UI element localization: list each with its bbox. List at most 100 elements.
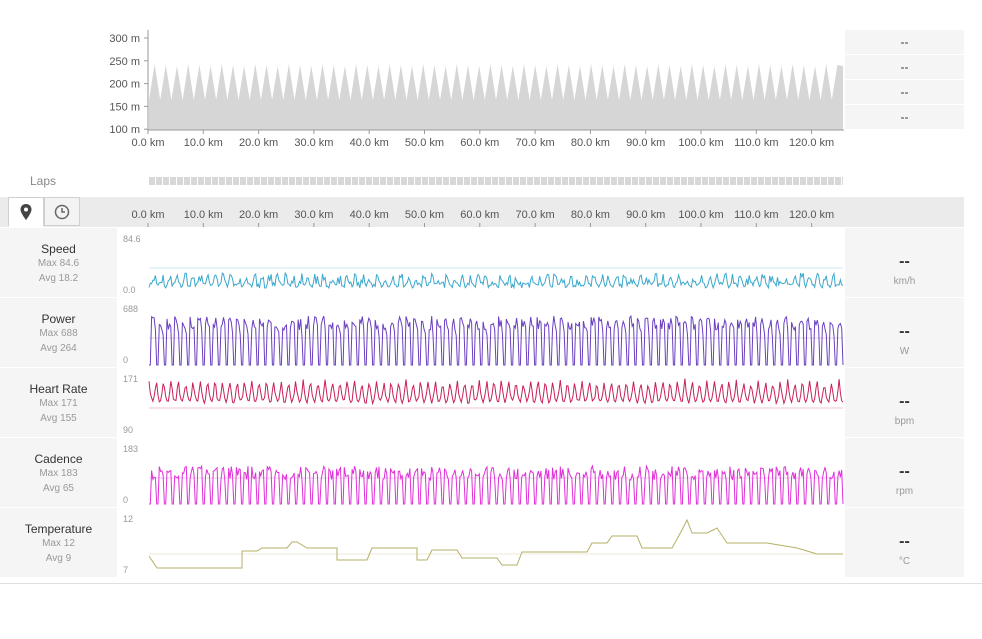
heart-rate-label-panel: Heart Rate Max 171 Avg 155 bbox=[0, 368, 117, 437]
heart-rate-chart[interactable]: 171 90 bbox=[117, 368, 845, 437]
temperature-label-panel: Temperature Max 12 Avg 9 bbox=[0, 508, 117, 577]
cadence-series-line bbox=[149, 464, 844, 505]
speed-value-panel: -- km/h bbox=[845, 228, 964, 297]
chart-toolbar: 0.0 km 10.0 km 20.0 km 30.0 km 40.0 km 50.0 k… bbox=[0, 197, 964, 228]
heart-rate-value-panel: -- bpm bbox=[845, 368, 964, 437]
heart-rate-ymax-label: 171 bbox=[123, 374, 138, 384]
cadence-title: Cadence bbox=[34, 452, 83, 466]
power-current-value: -- bbox=[899, 323, 910, 340]
time-mode-button[interactable] bbox=[44, 197, 80, 226]
distance-axis: 0.0 km 10.0 km 20.0 km 30.0 km 40.0 km 50.0 k… bbox=[131, 209, 834, 227]
power-ymax-label: 688 bbox=[123, 304, 138, 314]
distance-tick-label: 0.0 km bbox=[131, 209, 164, 221]
heart-rate-series-line bbox=[148, 378, 844, 406]
distance-tick-label: 50.0 km bbox=[405, 137, 444, 149]
distance-tick-label: 60.0 km bbox=[460, 137, 499, 149]
heart-rate-max: Max 171 bbox=[39, 398, 78, 409]
power-ymin-label: 0 bbox=[123, 355, 128, 365]
temperature-series-line bbox=[148, 518, 843, 569]
elevation-stat-box-1: -- bbox=[845, 30, 964, 55]
cadence-current-value: -- bbox=[899, 463, 910, 480]
distance-tick-label: 70.0 km bbox=[516, 137, 555, 149]
speed-chart[interactable]: 84.6 0.0 bbox=[117, 228, 845, 297]
distance-tick-label: 110.0 km bbox=[734, 137, 778, 149]
power-max: Max 688 bbox=[39, 328, 78, 339]
distance-tick-label: 70.0 km bbox=[516, 209, 555, 221]
cadence-value-panel: -- rpm bbox=[845, 438, 964, 507]
heart-rate-avg: Avg 155 bbox=[40, 413, 77, 424]
distance-tick-label: 30.0 km bbox=[294, 209, 333, 221]
power-series-line bbox=[149, 314, 844, 366]
speed-label-panel: Speed Max 84.6 Avg 18.2 bbox=[0, 228, 117, 297]
distance-tick-label: 90.0 km bbox=[626, 137, 665, 149]
clock-icon bbox=[54, 204, 70, 219]
temperature-ymin-label: 7 bbox=[123, 565, 128, 575]
laps-label: Laps bbox=[30, 174, 57, 188]
distance-tick-label: 30.0 km bbox=[294, 137, 333, 149]
temperature-value-panel: -- °C bbox=[845, 508, 964, 577]
power-title: Power bbox=[41, 312, 76, 326]
distance-tick-label: 0.0 km bbox=[131, 137, 164, 149]
laps-strip[interactable] bbox=[149, 177, 843, 185]
distance-tick-label: 50.0 km bbox=[405, 209, 444, 221]
power-chart[interactable]: 688 0 bbox=[117, 298, 845, 367]
elevation-stat-box-2: -- bbox=[845, 55, 964, 80]
distance-tick-label: 110.0 km bbox=[734, 209, 778, 221]
temperature-chart[interactable]: 12 7 bbox=[117, 508, 845, 577]
temperature-avg: Avg 9 bbox=[45, 553, 72, 564]
distance-tick-label: 100.0 km bbox=[678, 209, 723, 221]
speed-ymin-label: 0.0 bbox=[123, 285, 136, 295]
elevation-profile-area bbox=[149, 64, 843, 130]
temperature-ymax-label: 12 bbox=[123, 514, 133, 524]
distance-tick-label: 90.0 km bbox=[626, 209, 665, 221]
distance-tick-label: 80.0 km bbox=[571, 137, 610, 149]
elevation-y-tick-label: 200 m bbox=[109, 79, 140, 91]
speed-current-value: -- bbox=[899, 253, 910, 270]
distance-tick-label: 100.0 km bbox=[678, 137, 723, 149]
power-avg: Avg 264 bbox=[40, 343, 77, 354]
power-unit: W bbox=[899, 346, 910, 357]
elevation-x-axis: 0.0 km 10.0 km 20.0 km 30.0 km 40.0 km 50.0 k… bbox=[131, 130, 834, 149]
distance-tick-label: 40.0 km bbox=[350, 137, 389, 149]
elevation-y-axis: 300 m 250 m 200 m 150 m 100 m bbox=[109, 33, 148, 136]
cadence-label-panel: Cadence Max 183 Avg 65 bbox=[0, 438, 117, 507]
cadence-unit: rpm bbox=[895, 486, 914, 497]
distance-tick-label: 20.0 km bbox=[239, 137, 278, 149]
speed-unit: km/h bbox=[893, 276, 916, 287]
elevation-y-tick-label: 300 m bbox=[109, 33, 140, 45]
distance-tick-label: 10.0 km bbox=[184, 209, 223, 221]
distance-tick-label: 120.0 km bbox=[789, 137, 834, 149]
power-label-panel: Power Max 688 Avg 264 bbox=[0, 298, 117, 367]
elevation-y-tick-label: 250 m bbox=[109, 56, 140, 68]
speed-series-line bbox=[148, 271, 844, 290]
heart-rate-ymin-label: 90 bbox=[123, 425, 133, 435]
elevation-y-tick-label: 150 m bbox=[109, 101, 140, 113]
distance-tick-label: 10.0 km bbox=[184, 137, 223, 149]
elevation-stat-box-3: -- bbox=[845, 80, 964, 105]
temperature-unit: °C bbox=[898, 556, 911, 567]
distance-mode-button[interactable] bbox=[8, 197, 44, 228]
heart-rate-current-value: -- bbox=[899, 393, 910, 410]
speed-avg: Avg 18.2 bbox=[38, 273, 79, 284]
speed-ymax-label: 84.6 bbox=[123, 234, 141, 244]
cadence-avg: Avg 65 bbox=[43, 483, 74, 494]
temperature-current-value: -- bbox=[899, 533, 910, 550]
elevation-chart[interactable]: 300 m 250 m 200 m 150 m 100 m 0.0 km 10.0 km 2… bbox=[0, 0, 982, 160]
cadence-ymin-label: 0 bbox=[123, 495, 128, 505]
distance-tick-label: 120.0 km bbox=[789, 209, 834, 221]
footer-divider bbox=[0, 583, 982, 584]
speed-title: Speed bbox=[41, 242, 76, 256]
cadence-max: Max 183 bbox=[39, 468, 78, 479]
heart-rate-unit: bpm bbox=[894, 416, 915, 427]
location-pin-icon bbox=[20, 203, 32, 220]
elevation-y-tick-label: 100 m bbox=[109, 124, 140, 136]
distance-tick-label: 20.0 km bbox=[239, 209, 278, 221]
temperature-max: Max 12 bbox=[42, 538, 75, 549]
speed-max: Max 84.6 bbox=[37, 258, 80, 269]
heart-rate-title: Heart Rate bbox=[29, 382, 88, 396]
distance-tick-label: 40.0 km bbox=[350, 209, 389, 221]
temperature-title: Temperature bbox=[24, 522, 93, 536]
cadence-ymax-label: 183 bbox=[123, 444, 138, 454]
distance-tick-label: 80.0 km bbox=[571, 209, 610, 221]
